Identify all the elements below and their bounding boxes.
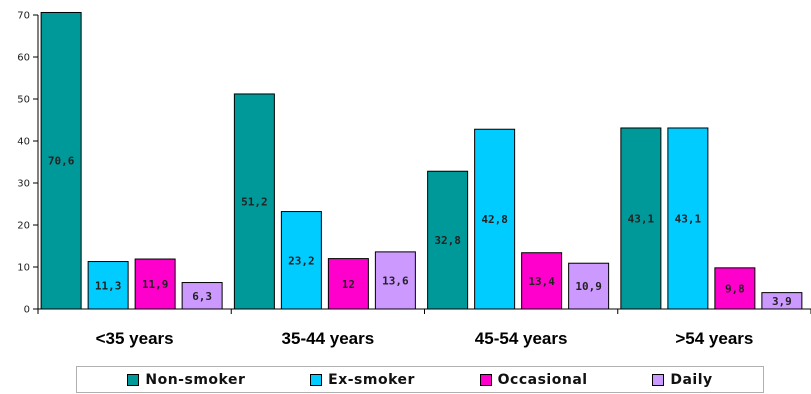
legend-item-ex-smoker: Ex-smoker: [310, 372, 415, 388]
x-category-label: 45-54 years: [475, 329, 568, 348]
legend-label-daily: Daily: [670, 371, 713, 388]
data-label: 10,9: [575, 280, 602, 293]
bar: [474, 128, 516, 310]
legend: Non-smoker Ex-smoker Occasional Daily: [76, 366, 764, 393]
bar: [761, 292, 803, 310]
data-label: 13,4: [528, 275, 555, 288]
data-label: 11,3: [95, 279, 122, 292]
bar: [374, 251, 416, 310]
y-tick-label: 70: [17, 11, 30, 22]
bar: [427, 170, 469, 310]
legend-item-daily: Daily: [652, 372, 712, 388]
bar: [181, 282, 223, 310]
legend-item-occasional: Occasional: [479, 371, 588, 388]
bar: [568, 262, 610, 310]
legend-label-ex-smoker: Ex-smoker: [328, 371, 415, 388]
data-label: 42,8: [481, 213, 508, 226]
x-category-label: >54 years: [675, 329, 753, 348]
data-label: 43,1: [675, 212, 702, 225]
y-tick-label: 0: [24, 305, 30, 316]
bar: [280, 211, 322, 310]
y-tick-label: 10: [17, 263, 30, 274]
legend-swatch-ex-smoker: [310, 373, 323, 386]
bar: [87, 261, 129, 310]
y-tick-label: 30: [17, 179, 30, 190]
data-label: 11,9: [142, 278, 169, 291]
bar: [40, 11, 82, 310]
x-category-label: 35-44 years: [282, 329, 375, 348]
data-label: 70,6: [48, 155, 75, 168]
bar: [233, 93, 275, 310]
legend-label-occasional: Occasional: [497, 371, 588, 388]
legend-swatch-daily: [652, 373, 665, 386]
legend-swatch-non-smoker: [127, 373, 140, 386]
data-label: 51,2: [241, 195, 268, 208]
data-label: 23,2: [288, 254, 315, 267]
y-tick-label: 20: [17, 221, 30, 232]
data-label: 6,3: [192, 290, 212, 303]
y-tick-label: 40: [17, 137, 30, 148]
data-label: 3,9: [772, 295, 792, 308]
y-tick-label: 60: [17, 53, 30, 64]
legend-item-non-smoker: Non-smoker: [127, 372, 245, 388]
bar: [714, 267, 756, 310]
data-label: 32,8: [434, 234, 461, 247]
bar: [521, 252, 563, 310]
bar: [620, 127, 662, 310]
legend-label-non-smoker: Non-smoker: [145, 371, 246, 388]
legend-swatch-occasional: [479, 373, 492, 386]
x-category-label: <35 years: [96, 329, 174, 348]
y-tick-label: 50: [17, 95, 30, 106]
bar-chart: 0 10 20 30 40 50 60 70 70,6 11,3 11,9 6,3 <35 years 5…: [17, 11, 811, 348]
bar: [327, 258, 369, 310]
bar: [667, 127, 709, 310]
bar: [134, 258, 176, 310]
data-label: 9,8: [725, 282, 745, 295]
data-label: 13,6: [382, 274, 409, 287]
data-label: 43,1: [628, 212, 655, 225]
data-label: 12: [342, 278, 355, 291]
